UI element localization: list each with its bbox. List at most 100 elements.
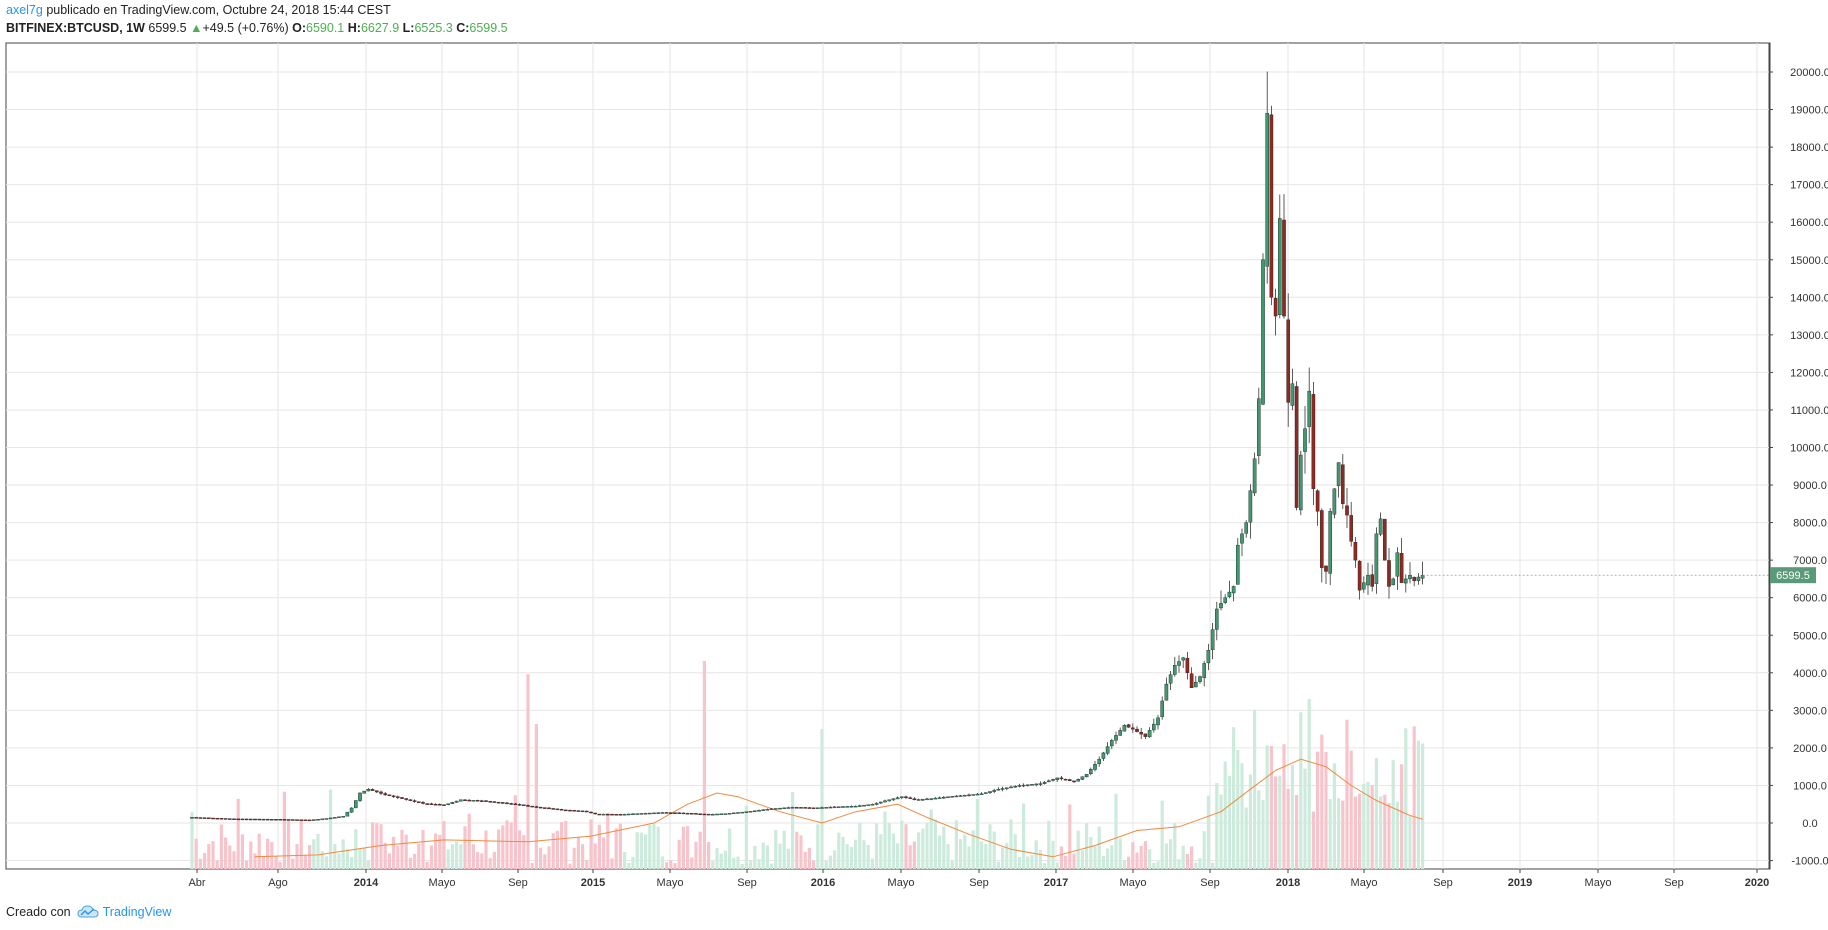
candle-body[interactable]	[551, 808, 555, 810]
candle-body[interactable]	[853, 805, 858, 808]
candle-body[interactable]	[190, 817, 194, 819]
candle-body[interactable]	[627, 813, 631, 816]
candle-body[interactable]	[1408, 574, 1412, 580]
candle-body[interactable]	[1093, 763, 1097, 770]
candle-body[interactable]	[278, 819, 283, 821]
candle-body[interactable]	[1395, 552, 1400, 577]
candle-body[interactable]	[795, 807, 799, 809]
candle-body[interactable]	[984, 792, 988, 794]
candle-body[interactable]	[933, 797, 938, 800]
candle-body[interactable]	[240, 818, 245, 821]
candle-body[interactable]	[1105, 746, 1110, 754]
candle-body[interactable]	[467, 799, 472, 802]
candle-body[interactable]	[660, 812, 665, 814]
candle-body[interactable]	[950, 796, 954, 798]
candle-body[interactable]	[828, 806, 833, 809]
candle-body[interactable]	[1227, 591, 1232, 597]
candle-body[interactable]	[1151, 723, 1156, 731]
candle-body[interactable]	[282, 819, 287, 821]
candle-body[interactable]	[559, 809, 564, 811]
candle-body[interactable]	[883, 800, 887, 803]
candle-body[interactable]	[803, 807, 807, 809]
candle-body[interactable]	[761, 809, 765, 811]
candle-body[interactable]	[845, 806, 849, 808]
candle-body[interactable]	[379, 791, 383, 794]
candle-body[interactable]	[261, 818, 266, 821]
candle-body[interactable]	[631, 813, 635, 816]
candle-body[interactable]	[824, 807, 828, 809]
candle-body[interactable]	[1051, 779, 1055, 781]
candle-body[interactable]	[832, 806, 837, 809]
candle-body[interactable]	[635, 813, 639, 815]
candle-body[interactable]	[622, 813, 627, 816]
candle-body[interactable]	[1181, 657, 1185, 661]
candle-body[interactable]	[816, 807, 820, 809]
candle-body[interactable]	[681, 812, 686, 815]
candle-body[interactable]	[312, 819, 316, 821]
candle-body[interactable]	[362, 790, 367, 794]
candle-body[interactable]	[1240, 533, 1244, 544]
candle-body[interactable]	[610, 813, 614, 816]
candle-body[interactable]	[698, 813, 702, 815]
candle-body[interactable]	[1294, 386, 1299, 508]
candle-body[interactable]	[421, 802, 425, 804]
candle-body[interactable]	[471, 800, 476, 802]
candle-body[interactable]	[1055, 777, 1059, 780]
candle-body[interactable]	[463, 799, 467, 802]
candle-body[interactable]	[807, 807, 812, 809]
candle-body[interactable]	[1021, 784, 1026, 787]
candle-body[interactable]	[303, 819, 308, 822]
candle-body[interactable]	[568, 809, 572, 812]
candle-body[interactable]	[858, 805, 862, 807]
candle-body[interactable]	[723, 813, 728, 815]
candle-body[interactable]	[1248, 490, 1253, 523]
time-axis[interactable]: Abr Ago 2014 Mayo Sep 2015 Mayo Sep 2016 Mayo Sep 2…	[188, 869, 1769, 889]
candle-body[interactable]	[337, 816, 341, 819]
candle-body[interactable]	[1177, 661, 1181, 666]
candle-body[interactable]	[1097, 758, 1101, 765]
candle-body[interactable]	[711, 813, 715, 816]
candle-body[interactable]	[790, 807, 795, 809]
candle-body[interactable]	[501, 802, 505, 804]
candle-body[interactable]	[1303, 428, 1307, 452]
candle-body[interactable]	[194, 817, 199, 819]
candle-body[interactable]	[396, 796, 400, 798]
candle-body[interactable]	[358, 792, 362, 801]
candle-body[interactable]	[320, 818, 325, 821]
candle-body[interactable]	[1231, 586, 1236, 594]
candle-body[interactable]	[1084, 773, 1089, 778]
candle-body[interactable]	[1412, 577, 1416, 582]
candle-body[interactable]	[1025, 784, 1030, 786]
candle-body[interactable]	[942, 796, 946, 799]
candle-body[interactable]	[1324, 565, 1328, 572]
candle-body[interactable]	[1130, 727, 1135, 730]
candle-body[interactable]	[1067, 779, 1072, 781]
candle-body[interactable]	[1013, 786, 1017, 788]
candle-body[interactable]	[547, 807, 551, 810]
candle-body[interactable]	[618, 814, 623, 816]
candle-body[interactable]	[606, 813, 610, 816]
candle-body[interactable]	[820, 807, 824, 809]
candle-body[interactable]	[1235, 544, 1240, 585]
candle-body[interactable]	[1017, 785, 1022, 787]
candle-body[interactable]	[236, 818, 241, 821]
candle-body[interactable]	[1261, 259, 1265, 405]
candle-body[interactable]	[925, 798, 929, 801]
candle-body[interactable]	[349, 807, 354, 813]
candle-body[interactable]	[1109, 740, 1114, 747]
candle-body[interactable]	[719, 813, 723, 816]
candle-body[interactable]	[505, 802, 509, 805]
candle-body[interactable]	[929, 798, 933, 800]
candle-body[interactable]	[211, 817, 215, 820]
candle-body[interactable]	[1214, 608, 1219, 630]
candle-body[interactable]	[202, 817, 207, 819]
candle-body[interactable]	[677, 812, 681, 815]
candle-body[interactable]	[274, 819, 278, 821]
candle-body[interactable]	[223, 818, 228, 820]
candle-body[interactable]	[1286, 319, 1290, 403]
candle-body[interactable]	[299, 819, 304, 821]
candle-body[interactable]	[253, 818, 257, 821]
candle-body[interactable]	[1374, 533, 1379, 584]
candle-body[interactable]	[841, 806, 845, 808]
candle-body[interactable]	[295, 819, 299, 821]
